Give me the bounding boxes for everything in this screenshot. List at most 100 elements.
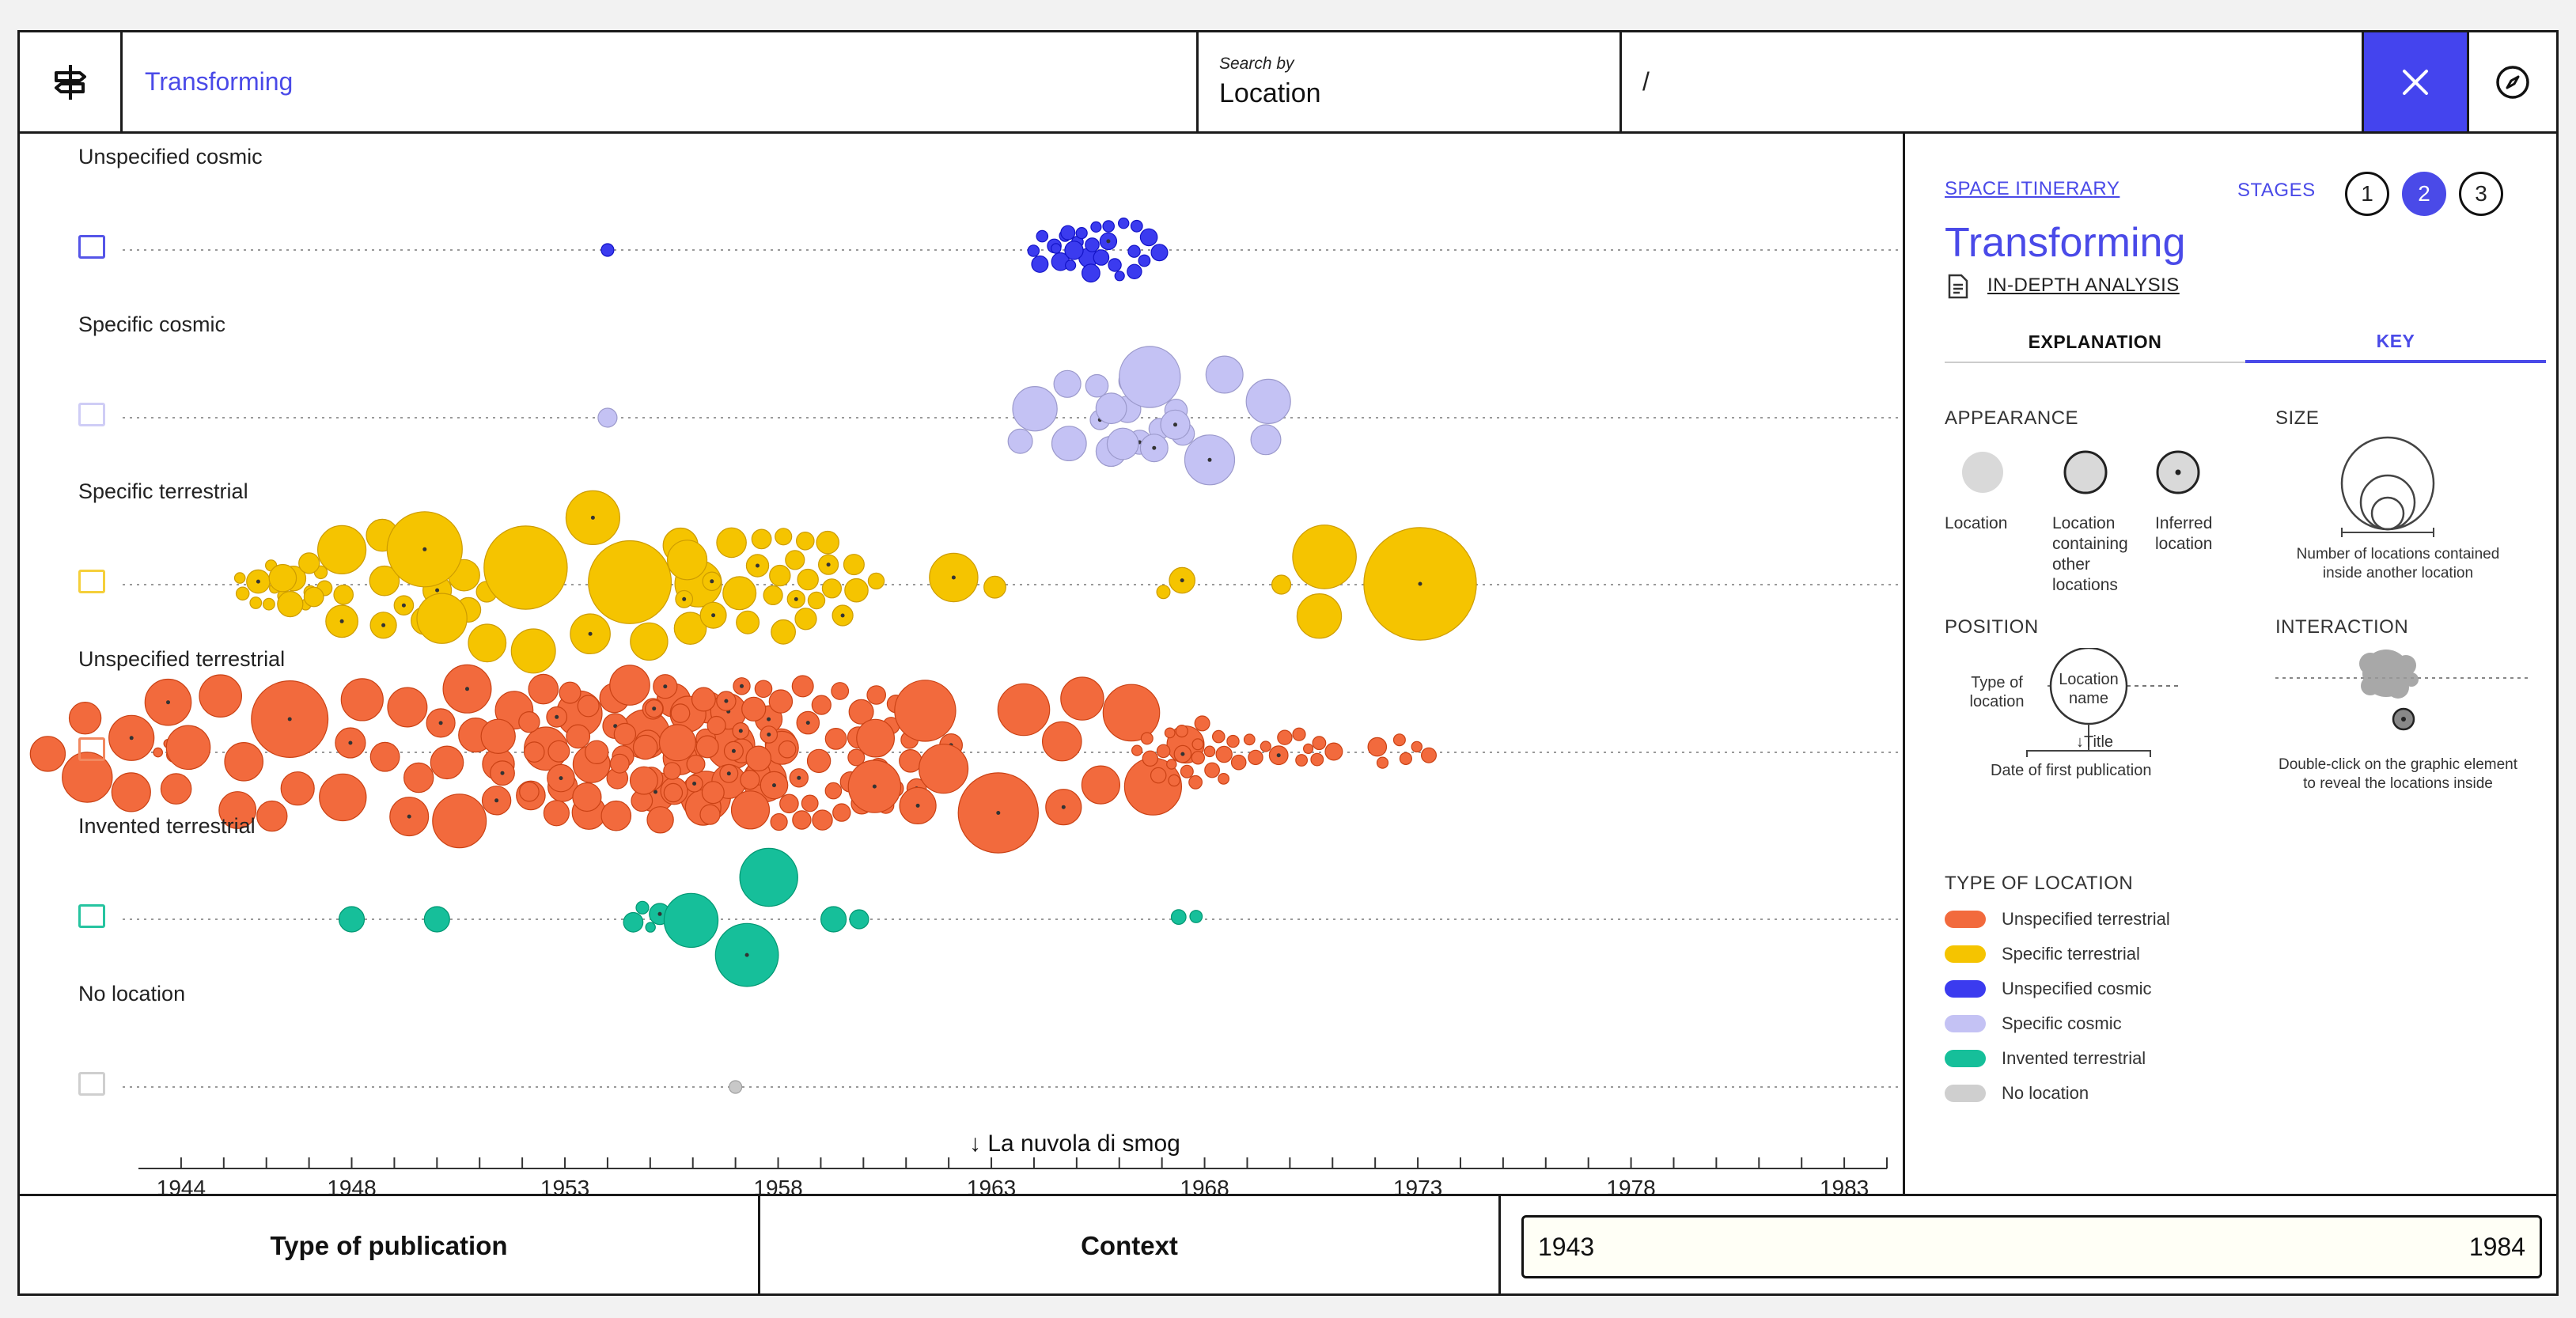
location-circle[interactable]	[1053, 369, 1082, 398]
location-circle[interactable]	[1248, 749, 1263, 766]
location-circle[interactable]	[468, 623, 507, 663]
location-circle[interactable]	[848, 699, 874, 725]
location-circle[interactable]	[824, 728, 847, 750]
location-circle[interactable]	[832, 803, 851, 822]
location-circle[interactable]	[518, 711, 540, 733]
location-circle[interactable]	[1166, 759, 1177, 770]
location-circle[interactable]	[663, 782, 684, 803]
location-circle[interactable]	[754, 680, 773, 699]
location-circle[interactable]	[1106, 427, 1139, 460]
location-circle[interactable]	[771, 619, 796, 645]
stage-2-button[interactable]: 2	[2402, 172, 2446, 216]
location-circle[interactable]	[686, 754, 706, 774]
row-checkbox-invented-terrestrial[interactable]	[78, 904, 105, 928]
location-circle[interactable]	[691, 687, 716, 712]
location-circle[interactable]	[751, 528, 772, 550]
location-circle[interactable]	[918, 744, 969, 794]
location-circle[interactable]	[701, 781, 725, 805]
location-circle[interactable]	[1191, 751, 1206, 765]
signpost-logo-icon[interactable]	[20, 32, 123, 131]
location-circle[interactable]	[510, 628, 556, 674]
location-circle[interactable]	[707, 715, 726, 736]
location-circle[interactable]	[369, 741, 400, 772]
close-button[interactable]	[2362, 32, 2469, 131]
location-circle[interactable]	[695, 735, 719, 759]
location-circle[interactable]	[1127, 263, 1142, 279]
stage-1-button[interactable]: 1	[2345, 172, 2389, 216]
location-circle[interactable]	[1292, 525, 1357, 589]
location-circle[interactable]	[483, 525, 568, 610]
location-circle[interactable]	[613, 722, 637, 746]
location-circle[interactable]	[1027, 244, 1040, 257]
location-circle[interactable]	[153, 747, 163, 758]
location-circle[interactable]	[1164, 727, 1176, 739]
location-circle[interactable]	[1138, 254, 1151, 267]
location-circle[interactable]	[785, 550, 805, 570]
space-itinerary-link[interactable]: SPACE ITINERARY	[1945, 178, 2120, 199]
location-circle[interactable]	[1130, 219, 1143, 233]
location-circle[interactable]	[432, 793, 487, 849]
location-circle[interactable]	[1150, 244, 1169, 262]
location-circle[interactable]	[779, 793, 799, 814]
location-circle[interactable]	[199, 674, 243, 718]
cluster-unspecified-terrestrial-1970.2[interactable]	[1260, 727, 1343, 767]
year-range-slider[interactable]: 1943 1984	[1521, 1215, 2542, 1278]
location-circle[interactable]	[29, 736, 66, 772]
location-circle[interactable]	[1194, 715, 1210, 732]
row-checkbox-unspecified-cosmic[interactable]	[78, 235, 105, 259]
location-circle[interactable]	[1168, 774, 1180, 787]
cluster-invented-terrestrial-1959.9[interactable]	[849, 909, 869, 930]
location-circle[interactable]	[1175, 724, 1188, 738]
location-circle[interactable]	[645, 922, 656, 933]
location-circle[interactable]	[340, 678, 384, 721]
location-circle[interactable]	[1060, 676, 1104, 721]
location-circle[interactable]	[663, 762, 681, 780]
location-circle[interactable]	[1140, 732, 1154, 745]
location-circle[interactable]	[1218, 773, 1229, 785]
location-circle[interactable]	[1205, 355, 1244, 394]
location-circle[interactable]	[673, 612, 707, 646]
location-circle[interactable]	[1036, 229, 1049, 243]
location-circle[interactable]	[663, 892, 719, 949]
location-circle[interactable]	[1170, 909, 1187, 925]
location-circle[interactable]	[317, 525, 367, 575]
location-circle[interactable]	[629, 766, 658, 795]
location-circle[interactable]	[1085, 373, 1109, 398]
location-circle[interactable]	[585, 740, 609, 765]
location-circle[interactable]	[824, 782, 843, 800]
location-circle[interactable]	[1051, 426, 1087, 462]
location-circle[interactable]	[791, 675, 814, 698]
location-circle[interactable]	[1156, 585, 1171, 600]
location-circle[interactable]	[319, 773, 367, 822]
location-circle[interactable]	[778, 740, 797, 759]
location-circle[interactable]	[1376, 756, 1389, 769]
location-circle[interactable]	[1081, 765, 1121, 805]
location-circle[interactable]	[1324, 742, 1343, 761]
location-circle[interactable]	[797, 568, 819, 591]
row-checkbox-no-location[interactable]	[78, 1072, 105, 1096]
location-circle[interactable]	[547, 740, 570, 763]
location-circle[interactable]	[775, 528, 793, 546]
cluster-invented-terrestrial-1967.6[interactable]	[1170, 909, 1203, 925]
location-circle[interactable]	[1420, 747, 1437, 763]
row-checkbox-specific-cosmic[interactable]	[78, 403, 105, 426]
location-circle[interactable]	[843, 554, 865, 576]
location-circle[interactable]	[1007, 428, 1033, 454]
location-circle[interactable]	[600, 800, 632, 831]
location-circle[interactable]	[62, 752, 113, 803]
search-by-selector[interactable]: Search by Location	[1199, 32, 1622, 131]
cluster-specific-terrestrial-1967.4[interactable]	[1156, 566, 1196, 600]
location-circle[interactable]	[997, 683, 1051, 737]
location-circle[interactable]	[722, 576, 757, 611]
location-circle[interactable]	[1411, 740, 1423, 753]
cluster-unspecified-cosmic-1954[interactable]	[600, 243, 615, 257]
location-circle[interactable]	[111, 772, 151, 812]
location-circle[interactable]	[1150, 767, 1167, 784]
location-circle[interactable]	[165, 725, 211, 771]
location-circle[interactable]	[1114, 271, 1125, 282]
location-circle[interactable]	[1295, 754, 1308, 767]
location-circle[interactable]	[233, 572, 246, 584]
location-circle[interactable]	[600, 243, 615, 257]
cluster-specific-cosmic-1954[interactable]	[597, 407, 618, 428]
location-circle[interactable]	[1204, 762, 1220, 778]
